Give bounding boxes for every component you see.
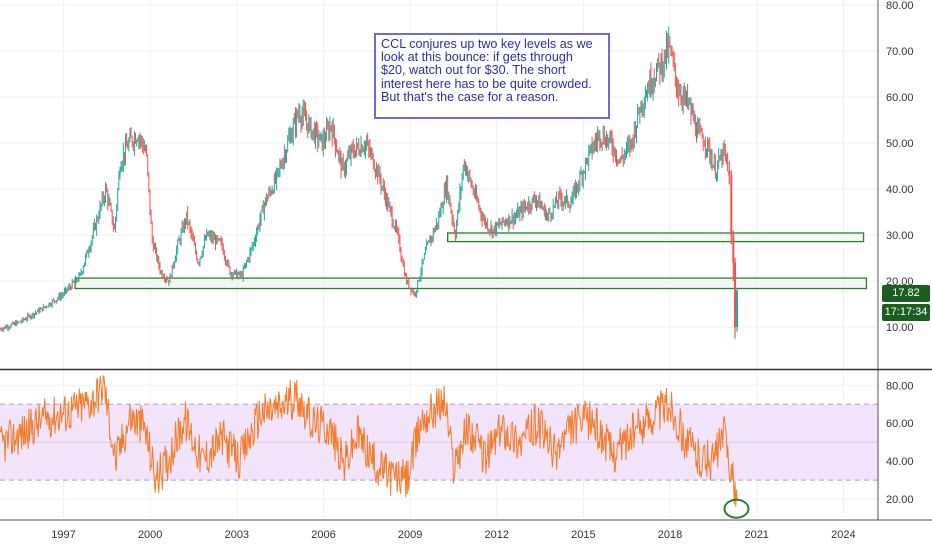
price-candles <box>0 26 739 339</box>
x-tick-label: 2006 <box>311 529 335 541</box>
price-tick-label: 80.00 <box>886 0 914 12</box>
x-tick-label: 2015 <box>571 529 595 541</box>
x-tick-label: 2018 <box>658 529 682 541</box>
price-tick-label: 40.00 <box>886 184 914 196</box>
x-tick-label: 2012 <box>485 529 509 541</box>
price-candle-body <box>734 262 737 327</box>
price-candle-body <box>736 291 739 327</box>
x-tick-label: 1997 <box>51 529 75 541</box>
last-price-badge: 17.82 <box>882 285 930 302</box>
x-tick-label: 2000 <box>138 529 162 541</box>
support-level-box <box>74 277 868 290</box>
price-candle-body <box>728 170 731 176</box>
rsi-tick-label: 20.00 <box>886 494 914 506</box>
x-tick-label: 2024 <box>831 529 855 541</box>
rsi-tick-label: 80.00 <box>886 380 914 392</box>
price-tick-label: 30.00 <box>886 230 914 242</box>
price-tick-label: 50.00 <box>886 138 914 150</box>
rsi-line <box>0 374 738 507</box>
x-tick-label: 2003 <box>225 529 249 541</box>
price-candle-body <box>730 175 733 235</box>
support-level-box <box>447 232 865 243</box>
price-candle-body <box>732 235 735 263</box>
price-tick-label: 70.00 <box>886 46 914 58</box>
annotation-note[interactable]: CCL conjures up two key levels as we loo… <box>374 33 610 119</box>
support-levels[interactable] <box>74 232 868 290</box>
x-tick-label: 2021 <box>744 529 768 541</box>
price-tick-label: 10.00 <box>886 322 914 334</box>
x-tick-label: 2009 <box>398 529 422 541</box>
rsi-panel <box>0 374 878 519</box>
rsi-tick-label: 60.00 <box>886 418 914 430</box>
rsi-oversold-circle <box>723 498 750 519</box>
rsi-tick-label: 40.00 <box>886 456 914 468</box>
countdown-badge: 17:17:34 <box>882 304 930 321</box>
price-tick-label: 60.00 <box>886 92 914 104</box>
